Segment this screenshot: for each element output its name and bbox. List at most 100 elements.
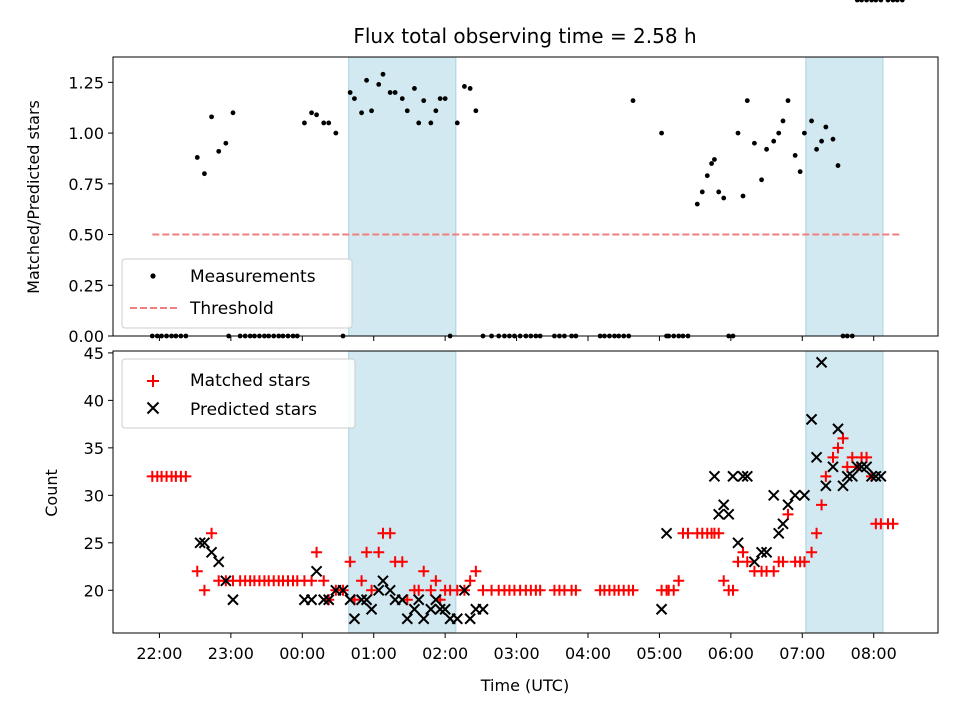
matched-star-point	[430, 575, 442, 587]
predicted-star-point	[805, 413, 818, 426]
measurement-point	[442, 96, 448, 101]
matched-star-point	[837, 432, 849, 444]
predicted-star-point	[194, 537, 206, 549]
measurement-point	[412, 86, 417, 91]
measurement-point	[209, 114, 214, 120]
predicted-star-point	[841, 470, 853, 483]
predicted-star-point	[310, 565, 323, 577]
x-tick-label: 06:00	[708, 644, 754, 663]
matched-star-point	[782, 508, 794, 520]
measurement-point	[869, 0, 874, 3]
matched-star-point	[366, 584, 378, 596]
matched-star-point	[727, 584, 739, 596]
predicted-star-point	[396, 594, 408, 606]
predicted-star-point	[748, 556, 761, 568]
matched-star-point	[827, 451, 839, 463]
measurement-point	[797, 169, 803, 175]
measurement-point	[785, 98, 791, 104]
measurement-point	[380, 71, 386, 77]
matched-star-point	[841, 461, 853, 473]
matched-star-point	[373, 546, 385, 558]
measurement-point	[302, 120, 307, 126]
top-y-axis-label: Matched/Predicted stars	[24, 100, 43, 294]
matched-star-point	[806, 546, 818, 558]
top-panel: 0.00 0.25 0.50 0.75 1.00 1.25 Matched/Predict…	[24, 0, 939, 346]
legend-matched-marker	[147, 375, 159, 387]
bottom-legend: Matched stars Predicted stars	[121, 358, 356, 429]
measurement-point	[894, 0, 900, 3]
measurement-point	[792, 153, 798, 158]
matched-star-point	[470, 565, 482, 577]
predicted-star-point	[718, 499, 730, 511]
predicted-star-point	[810, 451, 823, 464]
measurement-point	[890, 0, 896, 3]
measurement-point	[473, 108, 479, 114]
predicted-star-point	[755, 546, 768, 559]
measurement-point	[202, 171, 207, 177]
measurement-point	[699, 189, 705, 195]
predicted-star-point	[198, 537, 211, 549]
predicted-star-point	[418, 613, 430, 625]
predicted-star-point	[820, 480, 832, 492]
predicted-star-point	[723, 508, 735, 521]
matched-star-point	[180, 470, 192, 482]
measurement-point	[864, 0, 869, 3]
measurement-point	[223, 140, 229, 146]
predicted-star-point	[732, 537, 744, 549]
matched-star-point	[768, 565, 780, 577]
measurement-point	[364, 77, 369, 83]
matched-star-point	[668, 584, 680, 596]
predicted-star-point	[773, 527, 785, 540]
matched-star-point	[798, 556, 810, 568]
predicted-star-point	[870, 470, 882, 483]
predicted-star-point	[205, 546, 218, 559]
measurement-point	[437, 96, 443, 101]
predicted-star-point	[365, 603, 378, 615]
matched-star-point	[713, 527, 725, 539]
predicted-star-point	[832, 423, 844, 435]
predicted-star-point	[408, 603, 421, 615]
predicted-star-point	[477, 603, 489, 615]
predicted-star-point	[777, 518, 789, 530]
measurement-point	[392, 90, 398, 95]
matched-star-point	[413, 584, 425, 596]
x-tick-label: 08:00	[851, 644, 897, 663]
predicted-star-point	[434, 603, 446, 615]
measurement-point	[764, 146, 769, 152]
predicted-star-point	[851, 461, 863, 473]
measurement-point	[467, 86, 473, 91]
matched-star-point	[777, 556, 789, 568]
predicted-star-point	[464, 613, 476, 625]
measurement-point	[376, 81, 382, 87]
matched-star-point	[311, 546, 323, 558]
predicted-star-point	[360, 594, 373, 606]
predicted-star-point	[741, 470, 753, 483]
measurement-point	[712, 157, 717, 162]
predicted-star-point	[660, 527, 673, 540]
measurement-point	[780, 118, 786, 124]
y-tick-label: 0.00	[68, 327, 104, 346]
bottom-axes-frame	[112, 350, 939, 634]
matched-star-point	[832, 442, 844, 454]
predicted-star-point	[323, 594, 335, 606]
y-tick-label: 0.50	[68, 226, 104, 245]
matched-star-point	[846, 451, 858, 463]
top-axes-frame	[112, 56, 939, 337]
predicted-star-point	[373, 584, 385, 596]
measurement-point	[704, 173, 710, 179]
y-tick-label: 40	[84, 391, 104, 410]
bottom-legend-box	[121, 358, 356, 429]
measurement-point	[854, 0, 860, 3]
predicted-star-point	[227, 594, 239, 606]
predicted-star-point	[708, 470, 721, 483]
measurement-point	[428, 120, 434, 126]
x-tick-label: 01:00	[351, 644, 397, 663]
predicted-star-point	[815, 356, 828, 369]
predicted-star-point	[458, 584, 471, 596]
predicted-star-point	[727, 470, 739, 483]
x-axis-label: Time (UTC)	[480, 676, 569, 695]
measurement-point	[819, 138, 824, 144]
x-tick-label: 22:00	[136, 644, 182, 663]
shaded-interval-1	[805, 350, 884, 634]
measurement-point	[771, 138, 777, 144]
